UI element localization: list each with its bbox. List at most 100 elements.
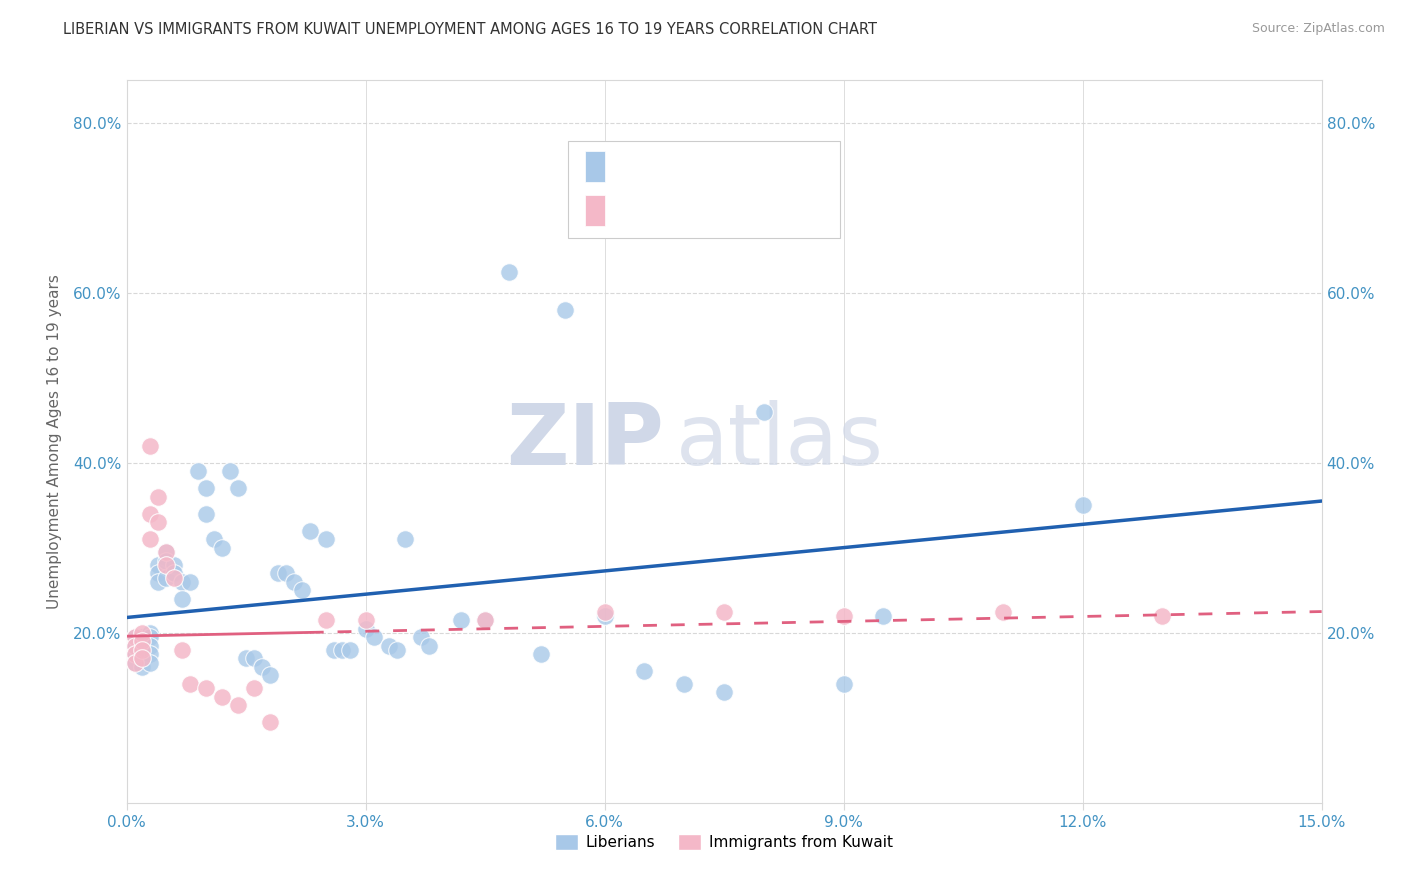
Point xyxy=(131,634,153,648)
Point xyxy=(713,605,735,619)
Text: LIBERIAN VS IMMIGRANTS FROM KUWAIT UNEMPLOYMENT AMONG AGES 16 TO 19 YEARS CORREL: LIBERIAN VS IMMIGRANTS FROM KUWAIT UNEMP… xyxy=(63,22,877,37)
Legend: Liberians, Immigrants from Kuwait: Liberians, Immigrants from Kuwait xyxy=(550,829,898,856)
Point xyxy=(411,630,433,644)
Point xyxy=(179,574,201,589)
Point xyxy=(139,630,162,644)
Point xyxy=(226,481,249,495)
Point xyxy=(872,608,894,623)
Point xyxy=(131,630,153,644)
Point xyxy=(172,591,194,606)
Point xyxy=(124,639,146,653)
Point xyxy=(211,541,233,555)
Point xyxy=(363,630,385,644)
Text: 0.183: 0.183 xyxy=(658,157,710,176)
Point xyxy=(474,613,496,627)
Point xyxy=(226,698,249,712)
Point xyxy=(155,545,177,559)
Text: 0.015: 0.015 xyxy=(658,202,710,219)
Point xyxy=(378,639,401,653)
Point xyxy=(243,681,266,695)
Point xyxy=(131,625,153,640)
Point xyxy=(354,622,377,636)
Point xyxy=(139,507,162,521)
Point xyxy=(179,677,201,691)
Point xyxy=(148,574,170,589)
Point xyxy=(243,651,266,665)
Text: atlas: atlas xyxy=(676,400,884,483)
Point xyxy=(315,533,337,547)
Point xyxy=(139,647,162,661)
Text: R =: R = xyxy=(616,157,652,176)
Point xyxy=(418,639,440,653)
Point xyxy=(832,608,855,623)
Point xyxy=(148,558,170,572)
Point xyxy=(291,583,314,598)
Point xyxy=(195,507,218,521)
Point xyxy=(330,642,353,657)
Text: N =: N = xyxy=(717,202,765,219)
Point xyxy=(131,642,153,657)
Point xyxy=(131,651,153,665)
Point xyxy=(155,553,177,567)
FancyBboxPatch shape xyxy=(585,151,605,182)
Point xyxy=(474,613,496,627)
Point xyxy=(339,642,361,657)
Point xyxy=(195,481,218,495)
Point xyxy=(124,647,146,661)
Point xyxy=(991,605,1014,619)
Point xyxy=(315,613,337,627)
Text: ZIP: ZIP xyxy=(506,400,664,483)
Point xyxy=(267,566,290,581)
Point xyxy=(322,642,344,657)
Point xyxy=(148,516,170,530)
Text: Source: ZipAtlas.com: Source: ZipAtlas.com xyxy=(1251,22,1385,36)
Point xyxy=(250,660,273,674)
Point xyxy=(202,533,225,547)
Point xyxy=(124,656,146,670)
Point xyxy=(124,630,146,644)
Point xyxy=(155,570,177,584)
Point xyxy=(124,630,146,644)
Point xyxy=(283,574,305,589)
Point xyxy=(1071,498,1094,512)
Point xyxy=(354,613,377,627)
Point xyxy=(259,668,281,682)
FancyBboxPatch shape xyxy=(585,195,605,226)
Point xyxy=(139,439,162,453)
Point xyxy=(394,533,416,547)
Point xyxy=(259,714,281,729)
Text: R =: R = xyxy=(616,202,652,219)
Point xyxy=(498,264,520,278)
Point xyxy=(131,647,153,661)
Point xyxy=(713,685,735,699)
Point xyxy=(155,545,177,559)
Point xyxy=(211,690,233,704)
Point xyxy=(530,647,553,661)
Point xyxy=(139,639,162,653)
Point xyxy=(155,558,177,572)
Point xyxy=(673,677,696,691)
Point xyxy=(172,642,194,657)
Point xyxy=(195,681,218,695)
Point xyxy=(387,642,409,657)
Text: 65: 65 xyxy=(763,157,786,176)
Point xyxy=(593,608,616,623)
Point xyxy=(832,677,855,691)
Point xyxy=(139,625,162,640)
Point xyxy=(124,656,146,670)
Point xyxy=(124,639,146,653)
Point xyxy=(163,566,186,581)
Point xyxy=(1152,608,1174,623)
Point xyxy=(172,574,194,589)
Point xyxy=(450,613,472,627)
Point xyxy=(235,651,257,665)
Text: N =: N = xyxy=(717,157,765,176)
Point xyxy=(131,639,153,653)
Point xyxy=(219,464,242,478)
Point xyxy=(139,656,162,670)
Point xyxy=(554,302,576,317)
Point xyxy=(163,558,186,572)
Point xyxy=(593,605,616,619)
Point xyxy=(148,490,170,504)
Point xyxy=(124,647,146,661)
